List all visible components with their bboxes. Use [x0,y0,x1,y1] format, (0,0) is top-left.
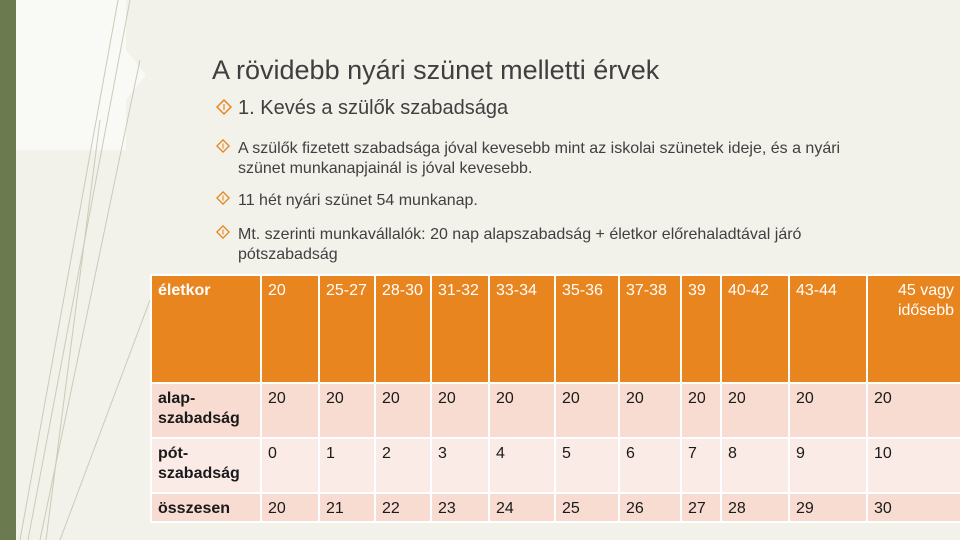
diamond-bullet-icon [215,138,238,159]
bullet-item-2: A szülők fizetett szabadsága jóval keves… [215,138,886,179]
bullet-text: 11 hét nyári szünet 54 munkanap. [238,192,478,209]
table-cell: 20 [260,382,320,439]
decorative-lines [19,0,151,540]
header-cell: 35-36 [554,274,620,384]
header-cell: 28-30 [374,274,432,384]
table-cell: 29 [788,492,868,523]
row-label: alap-szabadság [150,382,262,439]
table-cell: 26 [618,492,682,523]
header-cell: 43-44 [788,274,868,384]
table-cell: 1 [318,437,376,494]
table-cell: 10 [866,437,960,494]
row-label: összesen [150,492,262,523]
header-cell: 20 [260,274,320,384]
table-cell: 8 [720,437,790,494]
table-cell: 2 [374,437,432,494]
table-row: pót-szabadság 0 1 2 3 4 5 6 7 8 9 10 [150,437,960,494]
diamond-bullet-icon [215,224,238,245]
table-cell: 20 [374,382,432,439]
table-cell: 28 [720,492,790,523]
table-cell: 25 [554,492,620,523]
table-cell: 24 [488,492,556,523]
table-cell: 7 [680,437,722,494]
table-cell: 20 [680,382,722,439]
table-row: alap-szabadság 20 20 20 20 20 20 20 20 2… [150,382,960,439]
bullet-item-1: 1. Kevés a szülők szabadsága [215,97,509,121]
table-cell: 22 [374,492,432,523]
header-cell: 40-42 [720,274,790,384]
diamond-bullet-icon [215,98,238,121]
table-header-row: életkor 20 25-27 28-30 31-32 33-34 35-36… [150,274,960,384]
table-row: összesen 20 21 22 23 24 25 26 27 28 29 3… [150,492,960,523]
bullet-text: A szülők fizetett szabadsága jóval keves… [238,140,841,177]
table-cell: 23 [430,492,490,523]
table-cell: 20 [488,382,556,439]
bullet-text: Mt. szerinti munkavállalók: 20 nap alaps… [238,226,802,263]
table-cell: 20 [720,382,790,439]
vacation-table: életkor 20 25-27 28-30 31-32 33-34 35-36… [150,274,960,523]
slide-title: A rövidebb nyári szünet melletti érvek [212,55,660,85]
table-cell: 3 [430,437,490,494]
table-cell: 6 [618,437,682,494]
left-accent-bar [0,0,16,540]
header-cell: 45 vagy idősebb [866,274,960,384]
row-label: pót-szabadság [150,437,262,494]
title-accent-arrow [126,50,146,100]
table-cell: 9 [788,437,868,494]
header-cell: életkor [150,274,262,384]
table-cell: 20 [318,382,376,439]
table-cell: 4 [488,437,556,494]
table-cell: 20 [260,492,320,523]
table-cell: 20 [788,382,868,439]
table-cell: 20 [866,382,960,439]
table-cell: 30 [866,492,960,523]
bullet-text: 1. Kevés a szülők szabadsága [238,97,509,119]
diamond-bullet-icon [215,190,238,211]
table-cell: 21 [318,492,376,523]
bullet-item-3: 11 hét nyári szünet 54 munkanap. [215,190,886,211]
table-cell: 5 [554,437,620,494]
table-cell: 27 [680,492,722,523]
header-cell: 31-32 [430,274,490,384]
header-cell: 37-38 [618,274,682,384]
table-cell: 0 [260,437,320,494]
table-cell: 20 [430,382,490,439]
header-cell: 39 [680,274,722,384]
table-cell: 20 [554,382,620,439]
title-accent-panel [16,0,126,150]
header-cell: 33-34 [488,274,556,384]
table-cell: 20 [618,382,682,439]
bullet-item-4: Mt. szerinti munkavállalók: 20 nap alaps… [215,224,886,265]
header-cell: 25-27 [318,274,376,384]
